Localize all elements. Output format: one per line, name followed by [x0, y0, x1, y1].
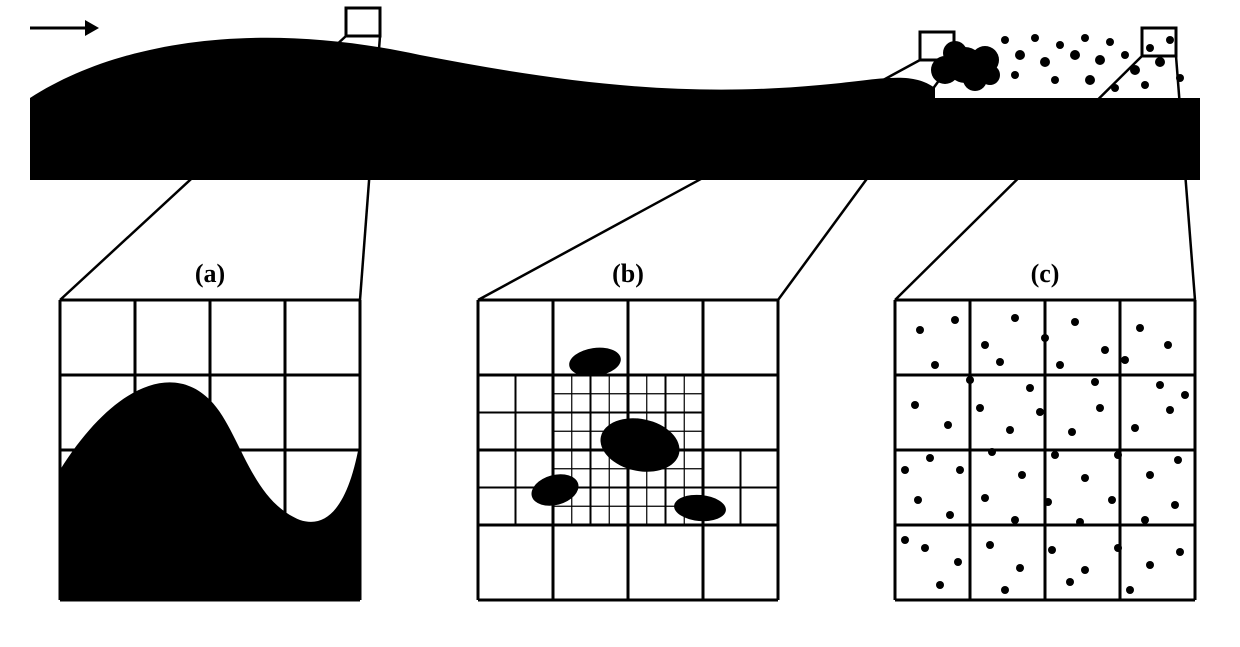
liquid-sheet	[30, 38, 935, 98]
panel-a	[60, 300, 360, 600]
panel-b	[478, 300, 778, 600]
liquid-band	[30, 98, 1200, 180]
callout-box-a	[346, 8, 380, 36]
breakup-cluster	[931, 41, 1000, 91]
spray-particles-upper	[1001, 34, 1184, 92]
panel-a-label: (a)	[195, 259, 225, 288]
panel-c	[895, 300, 1195, 600]
panel-b-label: (b)	[612, 259, 644, 288]
multiscale-spray-diagram: (a) (b) (c)	[0, 0, 1240, 647]
panel-c-label: (c)	[1031, 259, 1060, 288]
flow-arrow-head	[85, 20, 99, 36]
